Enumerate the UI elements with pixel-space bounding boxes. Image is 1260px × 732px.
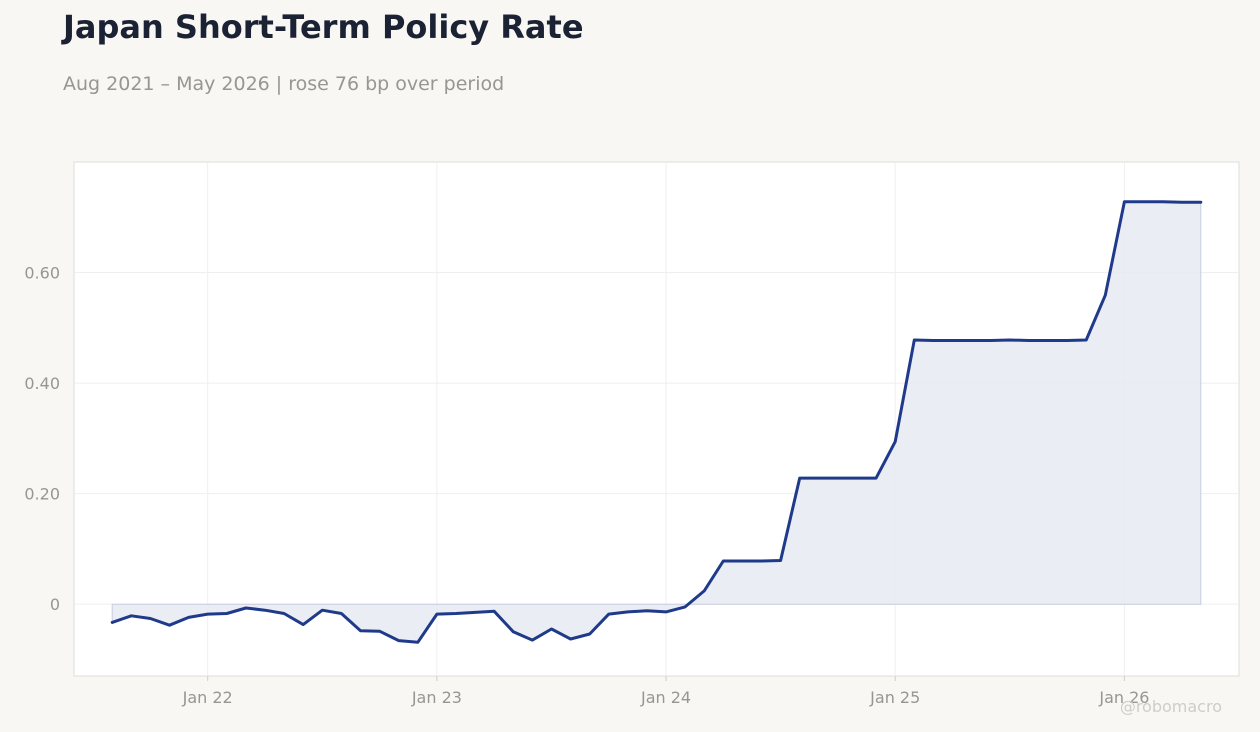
data-point-2025-04 [951, 339, 955, 343]
data-point-2025-10 [1065, 339, 1069, 343]
data-point-2021-10 [148, 617, 152, 621]
data-point-2026-05 [1199, 200, 1203, 204]
data-point-2024-03 [702, 589, 706, 593]
series-line [110, 200, 1203, 644]
data-point-2025-07 [1008, 338, 1012, 342]
data-point-2022-01 [206, 612, 210, 616]
y-tick-label: 0 [50, 595, 60, 614]
data-point-2026-01 [1122, 200, 1126, 204]
data-point-2023-01 [435, 612, 439, 616]
data-point-2026-04 [1180, 200, 1184, 204]
data-point-2022-10 [378, 629, 382, 633]
data-point-2023-06 [530, 638, 534, 642]
data-point-2024-02 [683, 605, 687, 609]
data-point-2024-01 [664, 610, 668, 614]
x-tick-label: Jan 22 [182, 688, 233, 707]
chart-title: Japan Short-Term Policy Rate [63, 8, 584, 46]
data-point-2023-07 [550, 627, 554, 631]
data-point-2022-11 [397, 639, 401, 643]
data-point-2025-02 [912, 338, 916, 342]
data-point-2021-11 [168, 623, 172, 627]
data-point-2025-09 [1046, 339, 1050, 343]
data-point-2023-11 [626, 610, 630, 614]
data-point-2024-06 [760, 559, 764, 563]
x-tick-label: Jan 25 [869, 688, 920, 707]
data-point-2022-09 [359, 629, 363, 633]
data-point-2025-12 [1103, 293, 1107, 297]
y-tick-label: 0.20 [24, 485, 60, 504]
data-point-2024-09 [817, 476, 821, 480]
data-point-2023-04 [492, 609, 496, 613]
x-tick-label: Jan 26 [1098, 688, 1149, 707]
chart-subtitle: Aug 2021 – May 2026 | rose 76 bp over pe… [63, 73, 505, 95]
data-point-2022-08 [339, 612, 343, 616]
data-point-2025-05 [970, 339, 974, 343]
data-point-2023-02 [454, 612, 458, 616]
x-tick-label: Jan 24 [640, 688, 691, 707]
data-point-2025-03 [931, 339, 935, 343]
data-point-2022-12 [416, 640, 420, 644]
data-point-2022-06 [301, 623, 305, 627]
data-point-2022-04 [263, 608, 267, 612]
data-point-2022-07 [320, 608, 324, 612]
data-point-2026-02 [1142, 200, 1146, 204]
data-point-2022-02 [225, 612, 229, 616]
data-point-2023-05 [511, 630, 515, 634]
watermark: @robomacro [1119, 697, 1222, 716]
data-point-2024-11 [855, 476, 859, 480]
data-point-2021-12 [187, 615, 191, 619]
data-point-2025-01 [893, 440, 897, 444]
data-point-2023-12 [645, 609, 649, 613]
y-tick-label: 0.60 [24, 264, 60, 283]
data-point-2023-09 [588, 632, 592, 636]
data-point-2022-05 [282, 612, 286, 616]
data-point-2023-10 [607, 612, 611, 616]
data-point-2024-07 [779, 559, 783, 563]
y-tick-label: 0.40 [24, 374, 60, 393]
data-point-2021-09 [129, 614, 133, 618]
data-point-2023-03 [473, 610, 477, 614]
data-point-2025-06 [989, 339, 993, 343]
data-point-2021-08 [110, 620, 114, 624]
data-point-2025-08 [1027, 339, 1031, 343]
data-point-2023-08 [569, 637, 573, 641]
data-point-2024-08 [798, 476, 802, 480]
data-point-2026-03 [1161, 200, 1165, 204]
data-point-2024-10 [836, 476, 840, 480]
x-tick-label: Jan 23 [411, 688, 462, 707]
data-point-2024-04 [721, 559, 725, 563]
data-point-2024-12 [874, 476, 878, 480]
data-point-2024-05 [740, 559, 744, 563]
data-point-2025-11 [1084, 338, 1088, 342]
data-point-2022-03 [244, 606, 248, 610]
